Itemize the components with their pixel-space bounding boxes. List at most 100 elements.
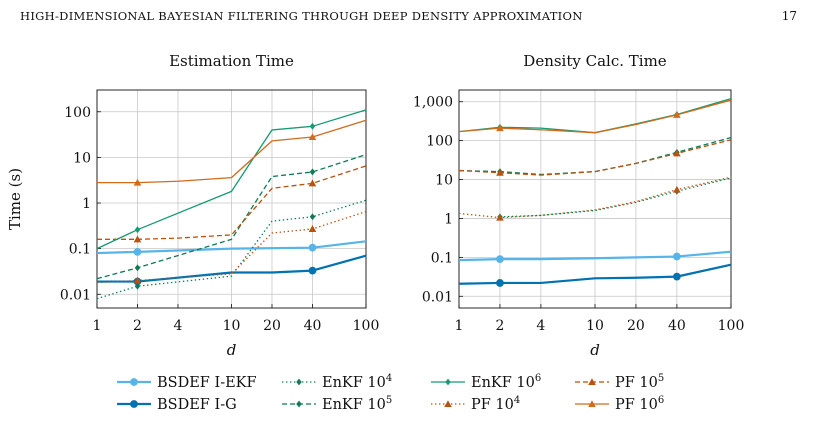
y-tick-label: 0.1 <box>431 250 453 266</box>
legend-marker <box>588 378 596 386</box>
series-line-enkf_1e4 <box>499 177 732 218</box>
y-axis-label: Time (s) <box>6 168 24 230</box>
legend-marker <box>130 378 138 386</box>
data-point-bsdef_iekf <box>672 252 681 261</box>
series-pf_1e4 <box>458 176 732 221</box>
series-bsdef_ig <box>458 263 732 287</box>
data-point-pf_1e5 <box>133 235 142 243</box>
legend-entry-enkf_1e5: EnKF 105 <box>282 395 392 413</box>
series-enkf_1e4 <box>497 177 732 221</box>
data-point-pf_1e6 <box>133 178 142 186</box>
legend-label: PF 104 <box>471 395 520 413</box>
legend-label: EnKF 105 <box>322 395 392 413</box>
data-point-bsdef_iekf <box>133 247 142 256</box>
x-axis-label: d <box>590 341 600 359</box>
x-tick-label: 4 <box>536 318 545 334</box>
data-point-enkf_1e5 <box>134 264 141 272</box>
x-tick-label: 10 <box>586 318 604 334</box>
y-tick-label: 100 <box>64 105 91 121</box>
legend-entry-bsdef_iekf: BSDEF I-EKF <box>117 375 257 391</box>
y-tick-label: 100 <box>426 134 453 150</box>
plot-frame <box>458 89 732 309</box>
y-tick-label: 10 <box>73 150 91 166</box>
y-tick-label: 0.01 <box>422 289 453 305</box>
legend: BSDEF I-EKF EnKF 104 EnKF 106 PF 105 BSDEF I… <box>117 373 664 413</box>
series-pf_1e6 <box>97 119 367 186</box>
x-tick-label: 1 <box>93 318 102 334</box>
x-tick-label: 20 <box>627 318 645 334</box>
series-line-bsdef_iekf <box>96 240 367 255</box>
x-axis-label: d <box>227 341 237 359</box>
legend-entry-enkf_1e6: EnKF 106 <box>431 373 541 391</box>
data-point-bsdef_ig <box>496 279 504 287</box>
x-tick-label: 20 <box>263 318 281 334</box>
data-point-bsdef_ig <box>672 272 681 281</box>
x-tick-label: 4 <box>174 318 183 334</box>
data-point-pf_1e4 <box>496 213 504 221</box>
data-point-enkf_1e5 <box>309 168 316 176</box>
legend-label: BSDEF I-EKF <box>157 375 257 391</box>
data-point-pf_1e6 <box>308 133 317 141</box>
legend-label: EnKF 106 <box>471 373 541 391</box>
series-pf_1e6 <box>458 99 732 134</box>
legend-marker <box>445 378 451 386</box>
series-line-bsdef_ig <box>97 254 367 283</box>
data-point-pf_1e4 <box>133 276 142 284</box>
y-tick-label: 10 <box>435 173 453 189</box>
data-point-pf_1e5 <box>308 179 317 187</box>
x-tick-label: 10 <box>223 318 241 334</box>
series-bsdef_iekf <box>458 250 732 264</box>
y-tick-label: 0.1 <box>69 242 91 258</box>
data-point-pf_1e6 <box>673 111 681 118</box>
x-tick-label: 2 <box>133 318 142 334</box>
data-point-enkf_1e6 <box>134 226 141 234</box>
legend-entry-pf_1e6: PF 106 <box>575 395 664 413</box>
estimation-time-chart: Estimation Time 1 2 4 10 20 40 100 0.01 0.1 1 10 100… <box>6 52 379 359</box>
data-point-enkf_1e6 <box>309 122 316 130</box>
series-pf_1e5 <box>458 139 732 176</box>
data-point-pf_1e5 <box>496 168 504 176</box>
data-point-pf_1e6 <box>496 124 504 132</box>
legend-label: PF 106 <box>615 395 664 413</box>
running-title: HIGH-DIMENSIONAL BAYESIAN FILTERING THRO… <box>20 9 583 23</box>
legend-marker <box>588 400 596 408</box>
chart-title: Estimation Time <box>169 52 294 70</box>
page-number: 17 <box>781 9 797 23</box>
legend-entry-pf_1e5: PF 105 <box>575 373 664 391</box>
data-point-pf_1e4 <box>308 225 317 233</box>
legend-entry-bsdef_ig: BSDEF I-G <box>117 397 237 413</box>
series-pf_1e5 <box>97 165 367 243</box>
y-tick-label: 0.01 <box>60 287 91 303</box>
series-enkf_1e4 <box>96 199 367 300</box>
legend-entry-pf_1e4: PF 104 <box>431 395 520 413</box>
legend-label: PF 105 <box>615 373 664 391</box>
series-pf_1e4 <box>96 210 367 284</box>
plot-frame <box>96 89 367 309</box>
legend-marker <box>296 378 302 386</box>
data-point-pf_1e4 <box>673 185 681 193</box>
y-tick-label: 1,000 <box>413 95 453 111</box>
x-tick-label: 100 <box>353 318 380 334</box>
y-tick-label: 1 <box>82 196 91 212</box>
x-tick-label: 100 <box>718 318 745 334</box>
legend-label: EnKF 104 <box>322 373 392 391</box>
data-point-bsdef_ig <box>308 266 317 275</box>
data-point-pf_1e5 <box>673 149 681 157</box>
data-point-bsdef_iekf <box>308 243 317 252</box>
chart-title: Density Calc. Time <box>523 52 667 70</box>
series-bsdef_iekf <box>96 240 367 256</box>
legend-entry-enkf_1e4: EnKF 104 <box>282 373 392 391</box>
x-tick-label: 1 <box>455 318 464 334</box>
data-point-enkf_1e4 <box>309 213 316 221</box>
legend-label: BSDEF I-G <box>157 397 237 413</box>
density-calc-time-chart: Density Calc. Time 1 2 4 10 20 40 100 0.01 0.1 1 10… <box>413 52 744 359</box>
running-header: HIGH-DIMENSIONAL BAYESIAN FILTERING THRO… <box>0 0 817 30</box>
x-tick-label: 40 <box>668 318 686 334</box>
series-enkf_1e5 <box>96 154 367 280</box>
data-point-enkf_1e4 <box>134 282 141 290</box>
x-tick-label: 2 <box>495 318 504 334</box>
legend-marker <box>296 400 302 408</box>
series-line-enkf_1e5 <box>96 154 367 280</box>
x-tick-label: 40 <box>304 318 322 334</box>
